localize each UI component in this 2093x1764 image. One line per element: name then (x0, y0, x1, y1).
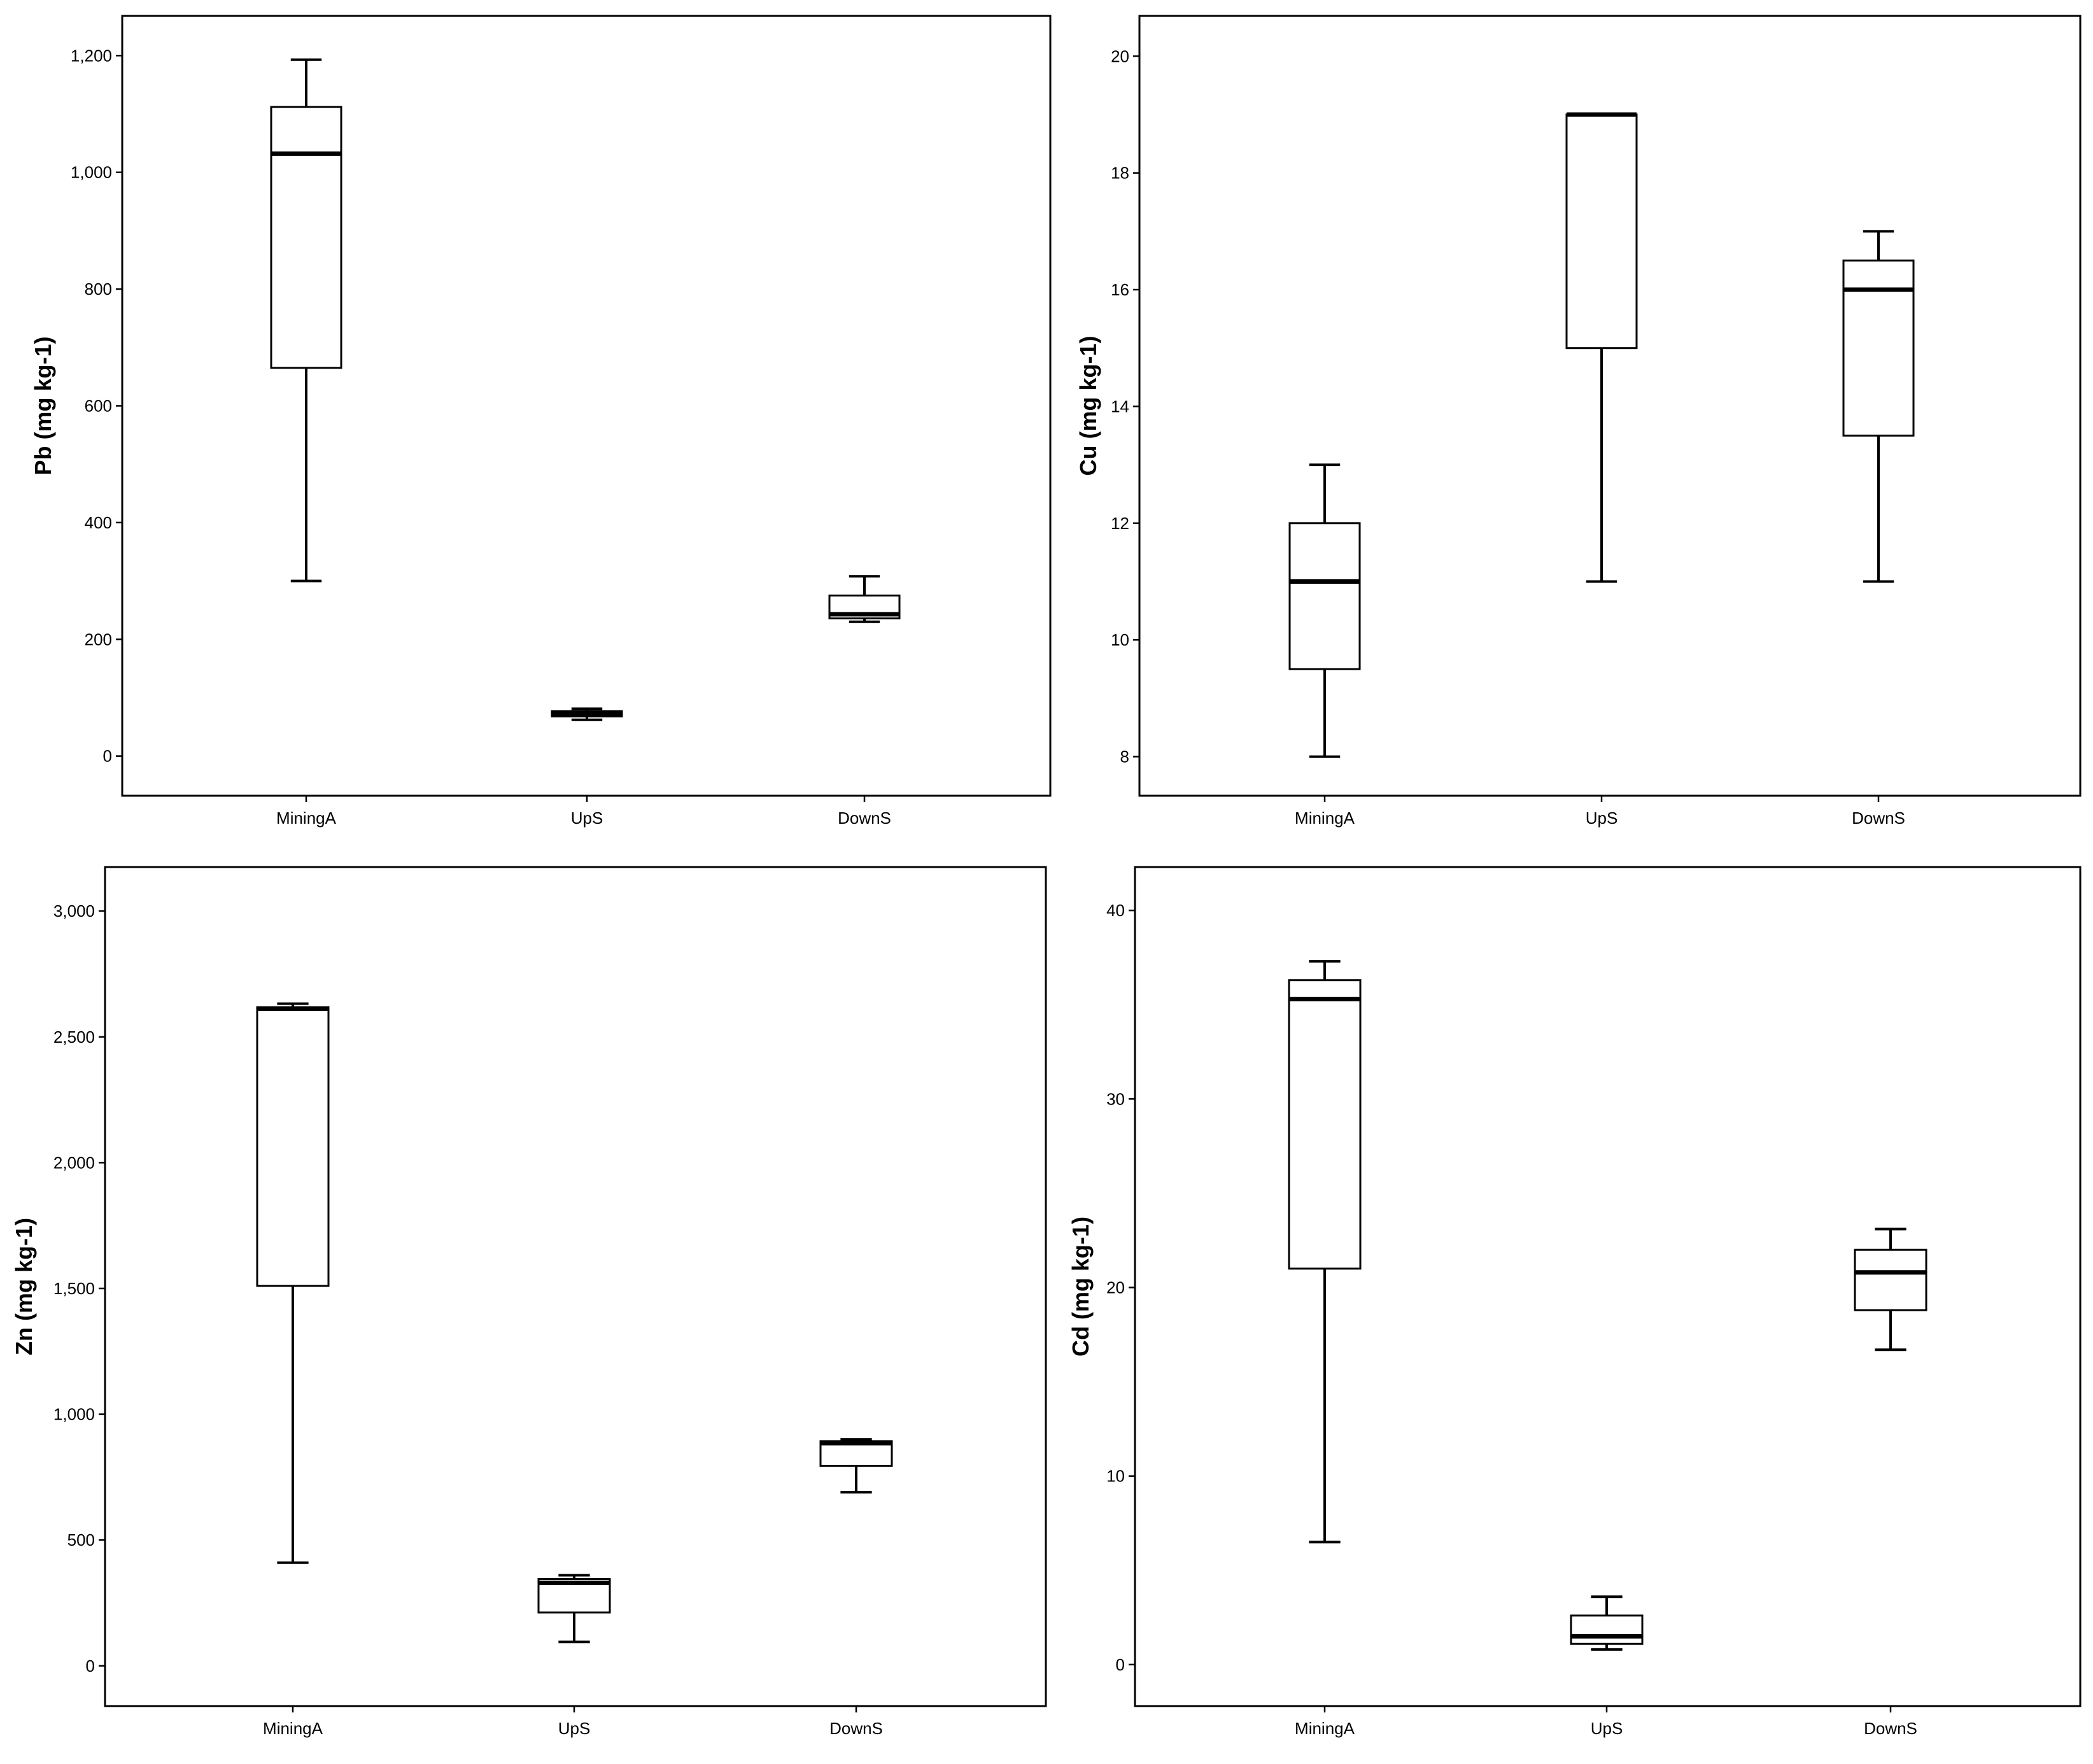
box-MiningA (1288, 463, 1361, 758)
iqr-box (1854, 1248, 1927, 1311)
chart-panel-4: 0 10 20 30 40 MiningA UpS DownS Cd (mg kg-1) (1068, 866, 2082, 1738)
x-tick-label: UpS (558, 1719, 591, 1738)
iqr-box (1288, 979, 1362, 1270)
y-tick-label: 400 (85, 513, 112, 532)
x-tick-label: UpS (571, 808, 603, 828)
y-tick-label: 1,500 (53, 1279, 95, 1298)
y-tick-label: 0 (1116, 1655, 1125, 1674)
x-tick-label: MiningA (1295, 1719, 1355, 1738)
y-tick-label: 2,500 (53, 1027, 95, 1047)
box-UpS (537, 1574, 611, 1644)
iqr-box (1565, 113, 1638, 349)
y-tick-label: 18 (1111, 164, 1129, 183)
chart-panel-2: 8 10 12 14 16 18 20 MiningA UpS DownS Cu (mg kg-1) (1075, 15, 2082, 828)
y-tick-label: 800 (85, 279, 112, 299)
y-tick-label: 14 (1111, 397, 1129, 416)
box-DownS (1854, 1227, 1927, 1351)
y-tick-label: 30 (1106, 1089, 1125, 1108)
y-tick-label: 2,000 (53, 1153, 95, 1172)
y-tick-label: 1,000 (53, 1405, 95, 1424)
y-tick-label: 20 (1111, 46, 1129, 66)
y-tick-label: 600 (85, 397, 112, 416)
box-MiningA (256, 1002, 330, 1564)
y-axis-title: Zn (mg kg-1) (11, 1218, 37, 1355)
iqr-box (256, 1006, 330, 1287)
box-MiningA (1288, 960, 1362, 1544)
y-tick-label: 20 (1106, 1278, 1125, 1297)
y-axis-title: Pb (mg kg-1) (30, 336, 56, 475)
y-tick-label: 3,000 (53, 901, 95, 921)
box-MiningA (270, 58, 342, 582)
x-tick-label: DownS (838, 808, 891, 828)
x-tick-label: MiningA (263, 1719, 323, 1738)
chart-panel-3: 0 500 1,000 1,500 2,000 2,500 3,000 MiningA UpS D… (11, 866, 1047, 1738)
plot-frame (104, 866, 1047, 1707)
plot-frame (121, 15, 1052, 797)
x-tick-label: DownS (1852, 808, 1905, 828)
y-tick-label: 0 (103, 747, 112, 766)
x-tick-label: UpS (1586, 808, 1618, 828)
y-tick-label: 12 (1111, 514, 1129, 533)
box-DownS (828, 575, 901, 623)
y-tick-label: 8 (1120, 747, 1129, 766)
box-DownS (819, 1438, 893, 1494)
x-tick-label: DownS (1864, 1719, 1917, 1738)
y-tick-label: 10 (1111, 630, 1129, 649)
y-tick-label: 0 (86, 1656, 95, 1676)
y-tick-label: 16 (1111, 280, 1129, 299)
y-axis-title: Cu (mg kg-1) (1075, 336, 1101, 476)
y-tick-label: 1,000 (71, 163, 112, 182)
chart-panel-1: 0 200 400 600 800 1,000 1,200 MiningA UpS DownS Pb… (30, 15, 1052, 828)
y-tick-label: 10 (1106, 1467, 1125, 1486)
plot-frame (1134, 866, 2082, 1707)
box-UpS (1565, 112, 1638, 583)
y-tick-label: 500 (67, 1530, 95, 1549)
iqr-box (1288, 522, 1361, 670)
y-axis-title: Cd (mg kg-1) (1068, 1217, 1094, 1357)
x-tick-label: MiningA (276, 808, 337, 828)
box-UpS (1570, 1595, 1644, 1651)
iqr-box (1842, 259, 1915, 437)
y-tick-label: 40 (1106, 901, 1125, 920)
y-tick-label: 1,200 (71, 46, 112, 65)
iqr-box (1570, 1614, 1644, 1645)
box-UpS (551, 707, 623, 721)
x-tick-label: UpS (1591, 1719, 1623, 1738)
x-tick-label: DownS (829, 1719, 883, 1738)
iqr-box (270, 106, 342, 369)
box-DownS (1842, 230, 1915, 583)
y-tick-label: 200 (85, 630, 112, 649)
x-tick-label: MiningA (1295, 808, 1355, 828)
